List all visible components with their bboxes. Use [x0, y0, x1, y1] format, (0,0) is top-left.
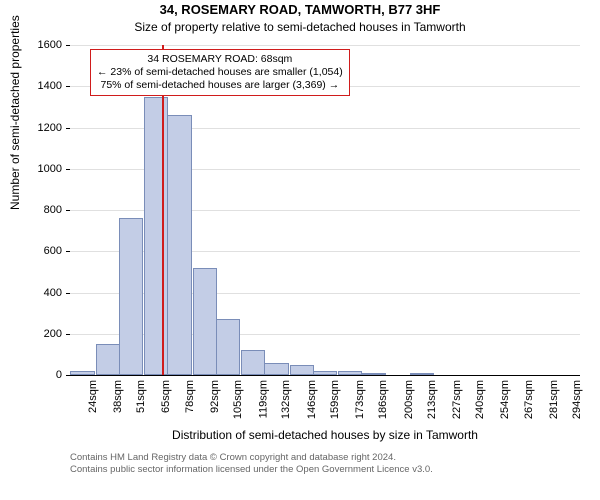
xtick-label: 51sqm [135, 380, 147, 413]
ytick-mark [66, 210, 70, 211]
histogram-bar [216, 319, 240, 375]
annotation-line-2: ← 23% of semi-detached houses are smalle… [97, 66, 343, 79]
histogram-bar [241, 350, 265, 375]
ytick-label: 600 [12, 245, 62, 257]
histogram-bar [193, 268, 217, 375]
xtick-label: 159sqm [329, 380, 341, 419]
histogram-bar [338, 371, 362, 375]
ytick-label: 0 [12, 369, 62, 381]
ytick-label: 1200 [12, 122, 62, 134]
footer-line-1: Contains HM Land Registry data © Crown c… [70, 452, 580, 464]
histogram-bar [70, 371, 94, 375]
histogram-bar [167, 115, 191, 375]
histogram-bar [313, 371, 337, 375]
ytick-mark [66, 169, 70, 170]
histogram-bar [144, 97, 168, 375]
histogram-bar [96, 344, 120, 375]
ytick-label: 200 [12, 328, 62, 340]
ytick-label: 1400 [12, 80, 62, 92]
xtick-label: 294sqm [571, 380, 583, 419]
annotation-box: 34 ROSEMARY ROAD: 68sqm ← 23% of semi-de… [90, 49, 350, 96]
chart-title: 34, ROSEMARY ROAD, TAMWORTH, B77 3HF [0, 2, 600, 17]
ytick-label: 800 [12, 204, 62, 216]
ytick-mark [66, 128, 70, 129]
histogram-bar [290, 365, 314, 375]
xtick-label: 38sqm [112, 380, 124, 413]
ytick-label: 400 [12, 287, 62, 299]
xtick-label: 105sqm [232, 380, 244, 419]
histogram-bar [361, 373, 385, 375]
xtick-label: 254sqm [500, 380, 512, 419]
y-axis-ticks: 02004006008001000120014001600 [0, 45, 66, 375]
xtick-label: 78sqm [184, 380, 196, 413]
xtick-label: 132sqm [281, 380, 293, 419]
annotation-line-1: 34 ROSEMARY ROAD: 68sqm [97, 53, 343, 66]
ytick-mark [66, 45, 70, 46]
ytick-label: 1000 [12, 163, 62, 175]
chart-subtitle: Size of property relative to semi-detach… [0, 20, 600, 34]
footer-line-2: Contains public sector information licen… [70, 464, 580, 476]
xtick-label: 240sqm [474, 380, 486, 419]
ytick-mark [66, 334, 70, 335]
xtick-label: 24sqm [87, 380, 99, 413]
histogram-bar [410, 373, 434, 375]
chart-root: 34, ROSEMARY ROAD, TAMWORTH, B77 3HF Siz… [0, 0, 600, 500]
xtick-label: 227sqm [451, 380, 463, 419]
annotation-line-3: 75% of semi-detached houses are larger (… [97, 79, 343, 92]
xtick-label: 186sqm [378, 380, 390, 419]
xtick-label: 92sqm [209, 380, 221, 413]
ytick-label: 1600 [12, 39, 62, 51]
xtick-label: 213sqm [426, 380, 438, 419]
xtick-label: 146sqm [306, 380, 318, 419]
ytick-mark [66, 86, 70, 87]
xtick-label: 267sqm [523, 380, 535, 419]
xtick-label: 200sqm [403, 380, 415, 419]
xtick-label: 119sqm [257, 380, 269, 418]
gridline [70, 45, 580, 46]
histogram-bar [264, 363, 288, 375]
x-axis-label: Distribution of semi-detached houses by … [70, 428, 580, 442]
xtick-label: 173sqm [354, 380, 366, 419]
plot-area: 34 ROSEMARY ROAD: 68sqm ← 23% of semi-de… [70, 45, 580, 376]
xtick-label: 281sqm [548, 380, 560, 419]
ytick-mark [66, 251, 70, 252]
xtick-label: 65sqm [160, 380, 172, 413]
histogram-bar [119, 218, 143, 375]
ytick-mark [66, 293, 70, 294]
footer-attribution: Contains HM Land Registry data © Crown c… [70, 452, 580, 476]
